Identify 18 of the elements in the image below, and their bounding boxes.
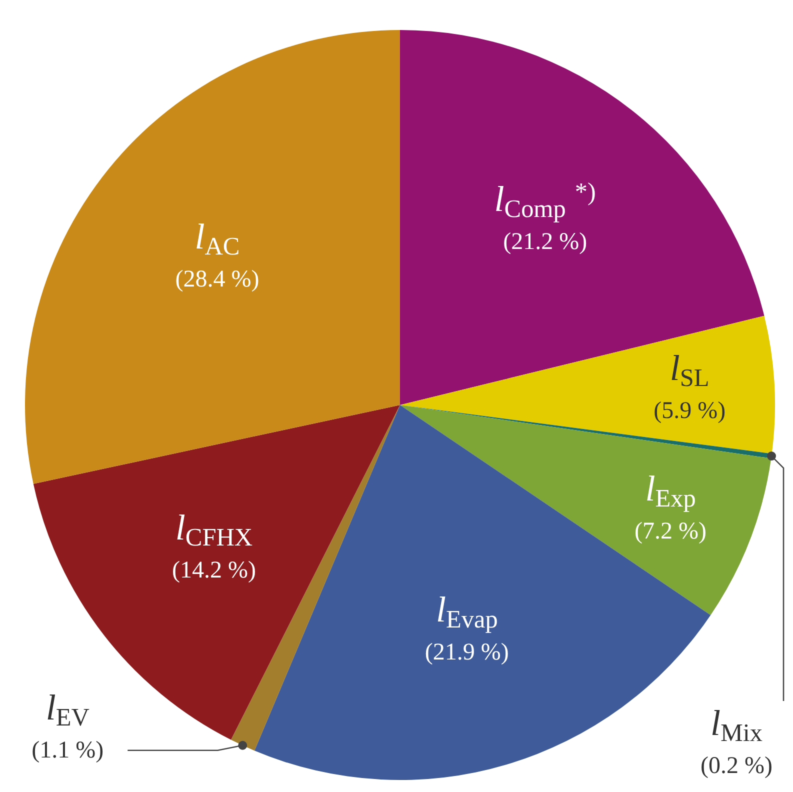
pie-slice bbox=[25, 30, 400, 484]
data-label: (14.2 %) bbox=[172, 558, 256, 584]
data-label: (0.2 %) bbox=[700, 753, 773, 780]
data-label: (5.9 %) bbox=[654, 398, 726, 424]
slice-label: l$_{CFHX}$ bbox=[175, 508, 253, 552]
pie-slice bbox=[400, 316, 775, 454]
slice-label: l$_{EV}$ bbox=[46, 687, 90, 732]
slice-label: l$_{Exp}$ bbox=[645, 468, 696, 513]
pie-slice bbox=[33, 405, 400, 740]
slice-label: l$_{Mix}$ bbox=[710, 703, 763, 748]
slice-label: l$_{Evap}$ bbox=[436, 589, 498, 634]
slice-label: l$_{AC}$ bbox=[194, 216, 240, 261]
data-label: (21.9 %) bbox=[424, 639, 509, 666]
data-label: (1.1 %) bbox=[32, 737, 104, 764]
slice-label: l$_{SL}$ bbox=[670, 348, 710, 392]
data-label: (28.4 %) bbox=[175, 266, 260, 292]
data-label: (7.2 %) bbox=[634, 518, 706, 545]
data-label: (21.2 %) bbox=[503, 229, 588, 256]
